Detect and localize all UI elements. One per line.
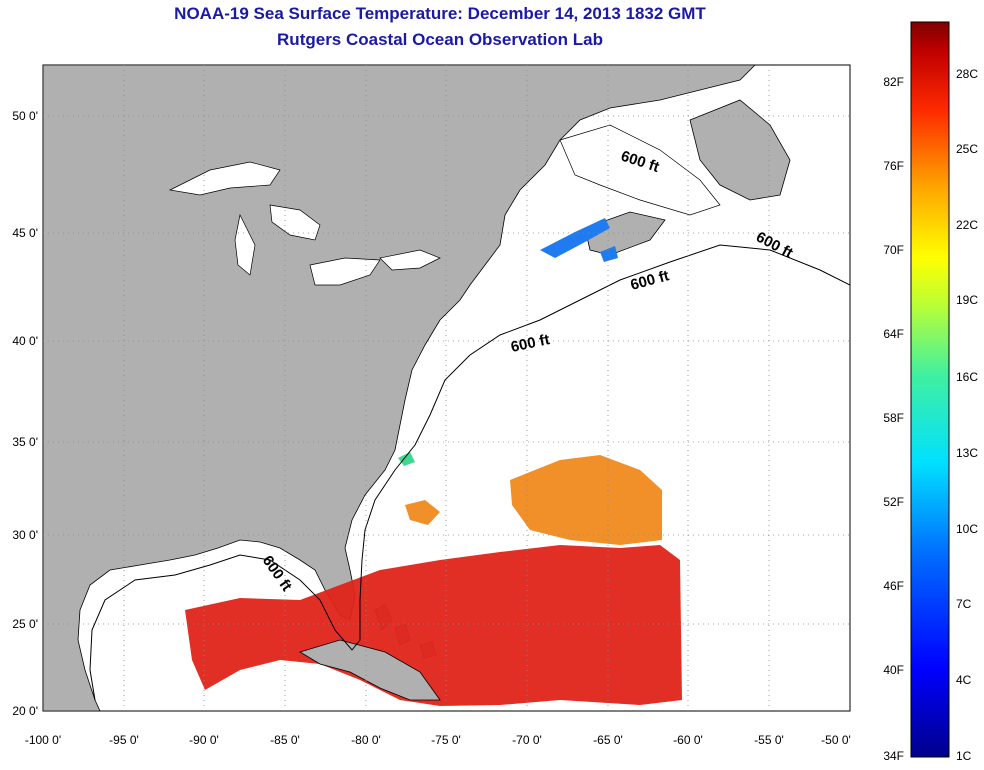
y-tick-label: 40 0' (12, 334, 38, 348)
land-north-america (43, 65, 756, 711)
sst-cool-patch (398, 452, 415, 466)
x-tick-label: -70 0' (512, 733, 542, 747)
colorbar: 82F 76F 70F 64F 58F 52F 46F 40F 34F 28C … (883, 21, 978, 763)
y-tick-label: 35 0' (12, 435, 38, 449)
x-tick-label: -65 0' (593, 733, 623, 747)
y-tick-label: 50 0' (12, 109, 38, 123)
sst-cold-patch (540, 218, 618, 262)
colorbar-c-label: 13C (956, 446, 978, 460)
colorbar-c-label: 28C (956, 67, 978, 81)
x-tick-label: -55 0' (754, 733, 784, 747)
x-tick-label: -80 0' (351, 733, 381, 747)
y-tick-label: 20 0' (12, 704, 38, 718)
x-tick-label: -95 0' (109, 733, 139, 747)
great-lakes (168, 161, 441, 286)
y-tick-label: 45 0' (12, 226, 38, 240)
x-tick-label: -50 0' (821, 733, 851, 747)
x-axis: -100 0' -95 0' -90 0' -85 0' -80 0' -75 … (25, 733, 851, 747)
y-tick-label: 30 0' (12, 528, 38, 542)
st-lawrence-water (559, 124, 721, 216)
y-tick-label: 25 0' (12, 617, 38, 631)
colorbar-f-label: 58F (883, 411, 904, 425)
map-title: NOAA-19 Sea Surface Temperature: Decembe… (174, 4, 706, 23)
colorbar-f-label: 64F (883, 327, 904, 341)
colorbar-f-label: 46F (883, 579, 904, 593)
colorbar-c-label: 7C (956, 597, 972, 611)
x-tick-label: -60 0' (673, 733, 703, 747)
colorbar-c-label: 19C (956, 293, 978, 307)
land-newfoundland (689, 99, 791, 201)
map-subtitle: Rutgers Coastal Ocean Observation Lab (277, 30, 603, 49)
colorbar-f-label: 34F (883, 749, 904, 763)
colorbar-f-label: 40F (883, 663, 904, 677)
isobath-600ft (89, 244, 850, 701)
y-axis: 50 0' 45 0' 40 0' 35 0' 30 0' 25 0' 20 0… (12, 109, 38, 718)
colorbar-c-label: 1C (956, 749, 972, 763)
x-tick-label: -100 0' (25, 733, 61, 747)
sst-orange-region (405, 455, 662, 545)
colorbar-f-label: 52F (883, 495, 904, 509)
colorbar-f-label: 82F (883, 75, 904, 89)
x-tick-label: -85 0' (270, 733, 300, 747)
colorbar-c-label: 10C (956, 522, 978, 536)
x-tick-label: -75 0' (431, 733, 461, 747)
colorbar-f-label: 76F (883, 159, 904, 173)
colorbar-c-label: 16C (956, 370, 978, 384)
colorbar-scale (910, 21, 950, 758)
x-tick-label: -90 0' (189, 733, 219, 747)
land-cuba-top (299, 639, 441, 701)
colorbar-c-label: 4C (956, 673, 972, 687)
colorbar-c-label: 22C (956, 218, 978, 232)
colorbar-c-label: 25C (956, 142, 978, 156)
sst-warm-region (185, 545, 682, 706)
colorbar-f-label: 70F (883, 243, 904, 257)
